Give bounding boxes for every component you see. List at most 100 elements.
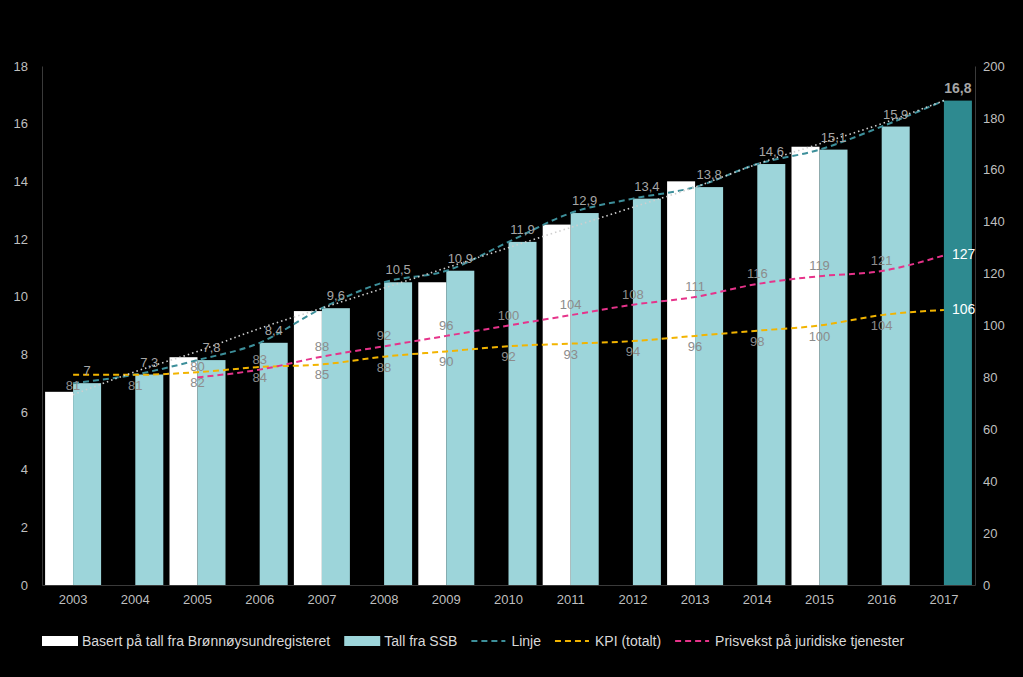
data-label: 108	[622, 287, 644, 302]
data-label: 111	[685, 279, 705, 294]
tick-label: 40	[983, 474, 997, 489]
bar	[667, 181, 695, 585]
data-label: 7	[83, 363, 90, 378]
data-label: 82	[190, 375, 204, 390]
bar	[170, 357, 198, 585]
tick: 180	[975, 111, 1005, 126]
tick: 0	[21, 578, 42, 593]
tick: 2012	[618, 585, 647, 607]
tick-label: 18	[14, 59, 28, 74]
y-axis: 024681012141618	[14, 59, 43, 593]
tick-label: 2016	[867, 592, 896, 607]
data-label: 92	[501, 349, 515, 364]
tick-label: 2005	[183, 592, 212, 607]
legend-swatch	[344, 636, 380, 646]
legend-swatch	[675, 640, 709, 642]
tick-label: 2007	[307, 592, 336, 607]
legend-swatch	[555, 640, 589, 642]
data-label: 7,8	[202, 340, 220, 355]
bar	[509, 242, 537, 585]
data-label: 92	[377, 328, 391, 343]
tick: 100	[975, 318, 1005, 333]
tick-label: 2010	[494, 592, 523, 607]
background	[0, 0, 1023, 677]
tick: 2003	[59, 585, 88, 607]
data-label: 90	[439, 354, 453, 369]
data-label: 88	[315, 339, 329, 354]
legend-item: Basert på tall fra Brønnøysundregisteret	[42, 633, 330, 649]
tick: 2009	[432, 585, 461, 607]
bar	[882, 127, 910, 585]
tick: 2016	[867, 585, 896, 607]
data-label: 116	[747, 266, 768, 281]
data-label: 10,5	[385, 262, 410, 277]
bar	[695, 187, 723, 585]
data-label: 13,4	[634, 179, 659, 194]
tick: 14	[14, 174, 42, 189]
data-label: 98	[750, 334, 764, 349]
data-label: 8,4	[265, 323, 283, 338]
tick-label: 2014	[743, 592, 772, 607]
tick-label: 2	[21, 520, 28, 535]
legend-label: KPI (totalt)	[595, 633, 661, 649]
tick-label: 2008	[370, 592, 399, 607]
bar	[944, 101, 972, 585]
data-label: 13,8	[696, 167, 721, 182]
tick-label: 100	[983, 318, 1005, 333]
y-axis-line	[42, 67, 43, 586]
bar	[73, 383, 101, 585]
tick: 12	[14, 232, 42, 247]
bar	[571, 213, 599, 585]
tick-label: 2017	[929, 592, 958, 607]
data-label: 81	[128, 378, 142, 393]
x-axis: 2003200420052006200720082009201020112012…	[43, 585, 976, 607]
data-label: 96	[688, 339, 702, 354]
tick-label: 160	[983, 162, 1005, 177]
tick: 60	[975, 422, 997, 437]
tick: 0	[975, 578, 990, 593]
data-label: 119	[809, 258, 830, 273]
plot-area	[45, 101, 972, 585]
bar	[135, 375, 163, 585]
data-label: 7,3	[140, 355, 158, 370]
tick-label: 10	[14, 289, 28, 304]
legend-item: Tall fra SSB	[344, 633, 457, 649]
tick: 20	[975, 526, 997, 541]
tick-label: 80	[983, 370, 997, 385]
tick: 120	[975, 266, 1005, 281]
data-label: 80	[190, 359, 204, 374]
tick: 6	[21, 405, 42, 420]
tick-label: 12	[14, 232, 28, 247]
data-label: 100	[809, 329, 831, 344]
tick-label: 2003	[59, 592, 88, 607]
tick: 16	[14, 116, 42, 131]
tick: 2010	[494, 585, 523, 607]
tick: 2006	[245, 585, 274, 607]
tick: 200	[975, 59, 1005, 74]
tick-label: 120	[983, 266, 1005, 281]
legend-item: KPI (totalt)	[555, 633, 661, 649]
tick-label: 60	[983, 422, 997, 437]
data-label: 14,6	[759, 144, 784, 159]
data-label: 11,9	[510, 222, 534, 237]
tick: 2017	[929, 585, 958, 607]
data-label: 104	[871, 318, 893, 333]
tick: 2007	[307, 585, 336, 607]
data-label: 9,6	[327, 288, 345, 303]
data-label: 15,9	[883, 107, 908, 122]
data-label: 88	[377, 360, 391, 375]
tick: 80	[975, 370, 997, 385]
data-labels: 77,37,88,49,610,510,911,912,913,413,814,…	[66, 80, 976, 393]
tick-label: 0	[21, 578, 28, 593]
data-label: 104	[560, 297, 582, 312]
data-label: 121	[871, 253, 893, 268]
data-label: 81	[66, 378, 80, 393]
x-axis-line	[43, 585, 976, 586]
bar	[820, 150, 848, 585]
tick: 2015	[805, 585, 834, 607]
tick-label: 16	[14, 116, 28, 131]
line	[73, 101, 944, 384]
tick-label: 0	[983, 578, 990, 593]
tick-label: 14	[14, 174, 28, 189]
tick: 2014	[743, 585, 772, 607]
